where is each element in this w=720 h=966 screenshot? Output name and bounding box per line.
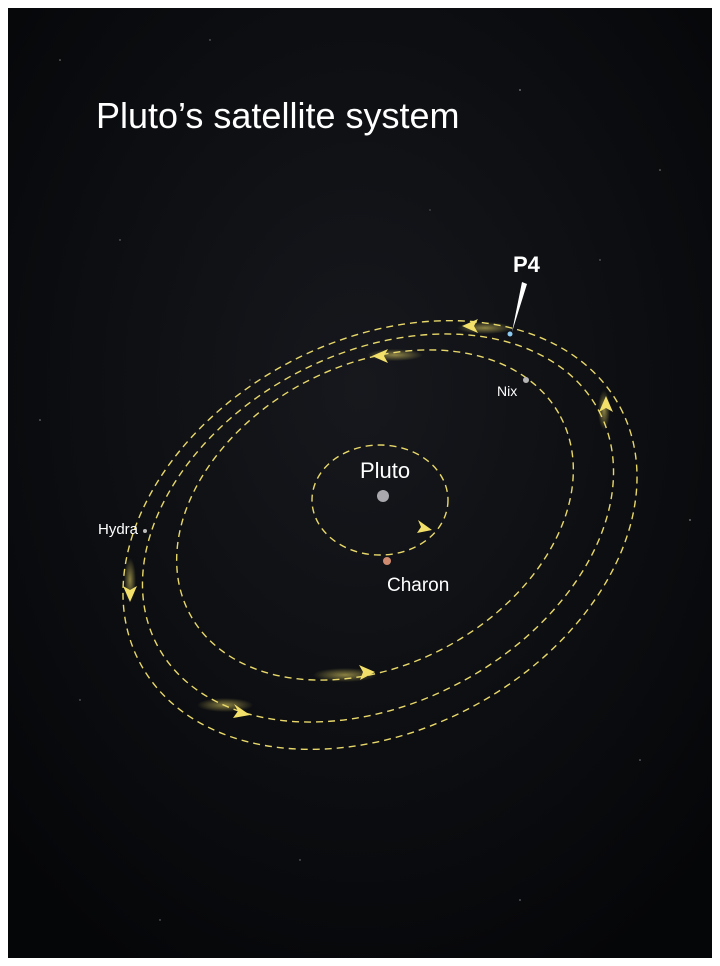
pluto-label: Pluto: [360, 458, 410, 483]
title: Pluto’s satellite system: [96, 95, 459, 136]
pluto-body: [377, 490, 389, 502]
p4-body: [508, 332, 513, 337]
illustration: Pluto’s satellite system P4 Nix Pluto Hy…: [0, 0, 720, 966]
hydra-label: Hydra: [98, 521, 139, 538]
nix-label: Nix: [497, 383, 517, 399]
charon-body: [383, 557, 391, 565]
p4-label: P4: [513, 252, 541, 277]
hydra-body: [143, 529, 147, 533]
nix-body: [523, 377, 529, 383]
space-background: [8, 8, 712, 958]
page: Pluto’s satellite system P4 Nix Pluto Hy…: [0, 0, 720, 966]
charon-label: Charon: [387, 575, 449, 596]
